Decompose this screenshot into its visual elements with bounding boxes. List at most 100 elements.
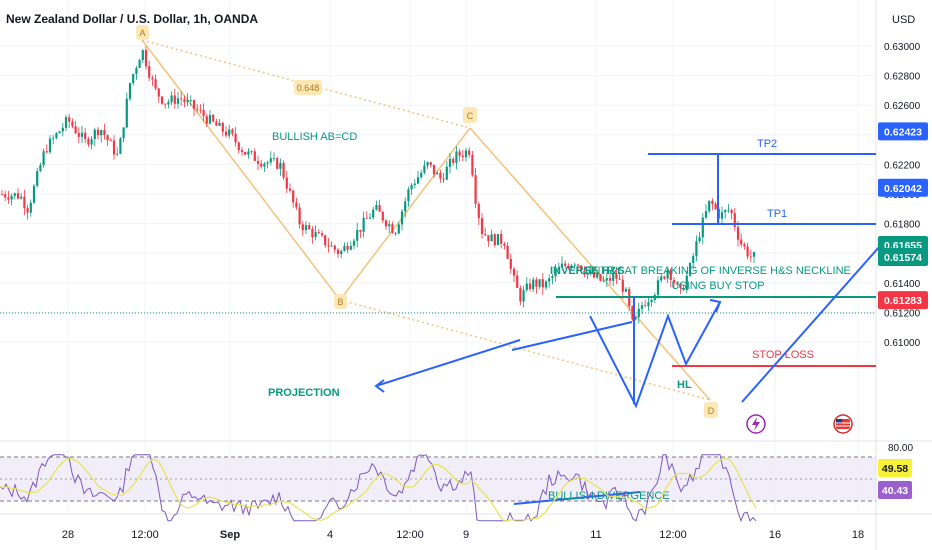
candle-body [535,279,538,287]
candle-body [320,233,324,236]
hl-label: HL [677,379,692,391]
candle-body [106,135,109,141]
candle-body [688,263,692,276]
candle-body [61,127,64,132]
candle-body [368,217,372,219]
candle-body [525,283,528,291]
candle-body [442,178,445,180]
price-badge-last [878,248,928,267]
candle-body [477,203,480,219]
candle-body [100,130,103,136]
rsi-badge [878,481,912,499]
candle-body [464,150,468,158]
candle-body [733,213,736,227]
candle-body [448,158,452,167]
candle-body [724,210,727,213]
candle-body [650,299,653,303]
candle-body [224,131,228,136]
candle-body [455,151,458,163]
event-icons[interactable] [746,414,853,434]
candle-body [154,79,157,89]
candle-body [199,109,202,111]
lightning-icon-glyph [752,417,760,431]
candle-body [503,243,506,246]
candle-body [407,189,410,202]
candle-body [496,234,500,246]
candle-body [583,270,586,275]
candle-body [170,95,173,102]
candle-body [736,226,740,240]
candle-body [423,165,426,173]
point-c-label: C [467,111,474,121]
candle-body [644,305,647,307]
candle-body [404,201,407,212]
candle-body [608,278,612,281]
candle-body [452,158,455,163]
ratio-label: 0.648 [297,83,320,93]
candle-body [400,211,404,225]
candle-body [746,246,749,257]
candle-body [656,280,660,295]
bd-dotted [339,299,711,401]
stop-loss-label: STOP LOSS [752,349,814,361]
candle-body [589,271,592,273]
candle-body [538,279,541,287]
candle-body [29,202,32,213]
candle-body [221,122,224,132]
candle-body [394,232,397,234]
candle-body [36,171,39,186]
candle-body [384,220,388,227]
us-flag-icon-canton [836,419,842,424]
time-axis[interactable]: 28 12:00 Sep 4 12:00 9 11 12:00 16 18 [62,529,864,541]
candle-body [52,137,55,139]
candle-body [701,217,704,238]
candle-body [109,140,112,142]
candle-body [512,268,516,276]
price-tick-label: 0.62200 [884,160,921,171]
candle-body [637,308,640,318]
candle-body [375,205,378,210]
entry-text-line1: ENTRY AT BREAKING OF INVERSE H&S NECKLIN… [585,265,851,277]
candle-body [304,225,308,231]
candle-body [308,225,311,230]
candle-body [378,205,381,212]
candle-body [282,162,285,178]
candle-body [618,278,621,280]
candle-body [397,224,400,234]
candle-body [183,99,186,103]
price-badge-label-stop: 0.61283 [884,295,922,307]
candle-body [596,274,599,278]
price-tick-label: 0.62800 [884,72,921,83]
candle-body [359,229,362,232]
rsi-ma-line [0,457,757,522]
candle-body [48,138,52,153]
candle-body [71,121,74,127]
candle-body [624,289,628,292]
candle-body [551,276,554,279]
candle-body [621,279,624,292]
point-d-label: D [708,406,715,416]
candle-body [196,108,199,110]
candle-body [615,273,618,279]
price-tick-label: 0.63000 [884,42,921,53]
candle-body [695,241,698,257]
candle-body [330,245,333,247]
candle-body [234,133,237,143]
candle-body [13,193,16,196]
time-tick-label: 16 [769,529,781,541]
candle-body [333,245,336,250]
candle-body [720,212,724,219]
inverse-hs-label: INVERSE H&S [550,265,625,277]
candle-body [260,163,263,167]
candle-body [570,265,573,269]
candle-body [253,151,256,161]
candle-body [541,279,544,288]
candle-body [138,60,141,69]
candle-body [58,131,61,134]
candle-body [381,211,384,221]
rsi-badge-label: 40.43 [882,485,908,497]
time-tick-label: 12:00 [659,529,687,541]
candle-body [292,190,295,203]
candle-body [586,272,589,275]
